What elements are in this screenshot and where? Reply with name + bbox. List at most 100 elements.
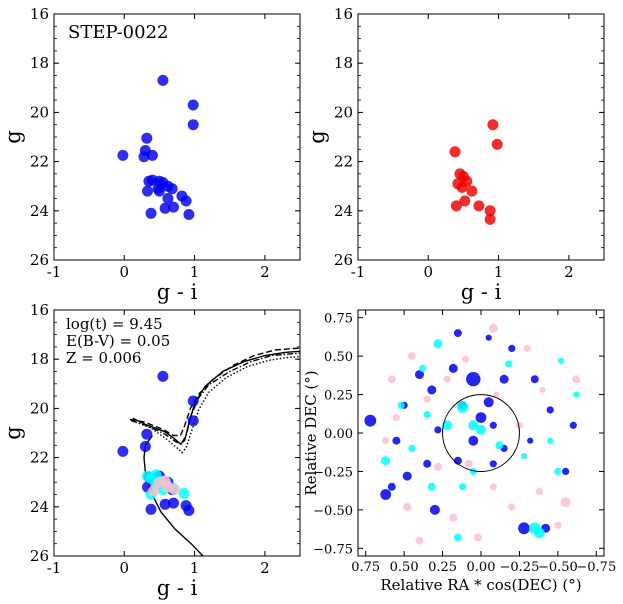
isochrone-curve-4: [131, 352, 300, 445]
data-point: [423, 395, 431, 403]
y-tick-label: 16: [30, 301, 49, 319]
fit-parameter-annotation: log(t) = 9.45: [66, 315, 163, 333]
data-point: [392, 436, 401, 445]
data-point: [187, 119, 199, 131]
x-tick-label: 2: [260, 263, 270, 281]
fit-parameter-annotation: Z = 0.006: [66, 349, 141, 367]
data-point: [434, 426, 442, 434]
x-tick-label: 0.75: [351, 560, 380, 575]
isochrone-curve-3: [135, 356, 300, 454]
data-point: [168, 497, 179, 509]
x-tick-label: 0.00: [467, 560, 496, 575]
data-point: [187, 415, 199, 427]
data-point: [159, 202, 171, 214]
data-point: [453, 329, 462, 338]
data-point: [459, 483, 467, 491]
data-point: [489, 483, 497, 491]
data-point: [364, 414, 377, 427]
data-point: [523, 344, 531, 352]
y-tick-label: 22: [30, 153, 49, 171]
data-point: [387, 375, 396, 384]
data-point: [491, 138, 503, 150]
data-point: [466, 185, 478, 197]
data-point: [157, 370, 169, 382]
y-tick-label: 20: [334, 103, 353, 121]
data-point: [459, 195, 471, 207]
data-point: [562, 467, 570, 475]
x-tick-label: 1: [190, 559, 200, 577]
data-point: [419, 364, 427, 372]
data-point: [423, 411, 431, 419]
y-tick-label: 16: [30, 5, 49, 23]
data-point: [415, 370, 424, 380]
y-tick-label: 24: [334, 202, 353, 220]
data-point: [573, 391, 580, 398]
data-point: [392, 414, 400, 422]
x-axis-label: g - i: [157, 280, 198, 304]
x-tick-label: −0.50: [538, 560, 578, 575]
data-point: [560, 497, 571, 508]
x-tick-label: 0: [120, 263, 130, 281]
data-point: [423, 459, 432, 468]
data-point: [159, 498, 171, 510]
data-point: [489, 421, 497, 429]
y-axis-label: g: [1, 426, 25, 439]
data-point: [449, 513, 458, 522]
axes-frame: [357, 13, 605, 261]
data-point: [381, 456, 391, 466]
data-point: [554, 521, 562, 529]
x-tick-label: 0.50: [390, 560, 419, 575]
data-point: [515, 421, 524, 429]
y-tick-label: 0.75: [324, 312, 353, 327]
isochrone-curve-1: [132, 350, 300, 446]
y-tick-label: 20: [30, 399, 49, 417]
data-point: [169, 484, 181, 496]
data-point: [518, 522, 530, 535]
data-point: [520, 453, 528, 460]
data-point: [535, 487, 544, 495]
cmd-panel-red-members: -1 0 1 2 16 18 20 22 24 26 g - i g: [305, 5, 605, 304]
data-point: [138, 151, 150, 163]
data-point: [488, 323, 498, 333]
data-point: [554, 467, 562, 475]
y-tick-label: 26: [334, 251, 353, 269]
data-point: [152, 183, 164, 195]
data-point: [415, 536, 424, 545]
data-point: [166, 183, 178, 195]
plot-area: [117, 74, 199, 220]
plot-area: [364, 323, 581, 545]
y-tick-label: 16: [334, 5, 353, 23]
data-point: [508, 344, 516, 352]
data-point: [483, 397, 494, 408]
y-tick-label: −0.75: [313, 542, 353, 557]
x-axis-label: g - i: [157, 576, 198, 600]
x-tick-label: −0.25: [500, 560, 540, 575]
data-point: [397, 401, 405, 409]
data-point: [427, 385, 437, 395]
y-axis-label: g: [1, 130, 25, 143]
data-point: [468, 420, 479, 431]
y-tick-label: 22: [334, 153, 353, 171]
data-point: [448, 363, 458, 373]
data-point: [433, 462, 442, 471]
data-point: [427, 482, 436, 491]
x-tick-label: 0.25: [428, 560, 457, 575]
x-tick-label: -1: [47, 559, 62, 577]
data-point: [162, 193, 174, 204]
data-point: [456, 401, 469, 413]
data-point: [468, 435, 479, 446]
y-tick-label: 0.50: [324, 350, 353, 365]
y-tick-label: 18: [334, 54, 353, 72]
data-point: [403, 502, 412, 511]
data-point: [473, 533, 482, 542]
data-point: [450, 200, 462, 212]
data-point: [117, 149, 129, 161]
data-point: [183, 209, 195, 220]
data-point: [157, 74, 169, 86]
fit-parameter-annotation: E(B-V) = 0.05: [66, 332, 170, 350]
x-axis-label: g - i: [461, 280, 502, 304]
axes-frame: [53, 13, 301, 261]
x-tick-label: 2: [564, 263, 574, 281]
data-point: [380, 489, 392, 500]
